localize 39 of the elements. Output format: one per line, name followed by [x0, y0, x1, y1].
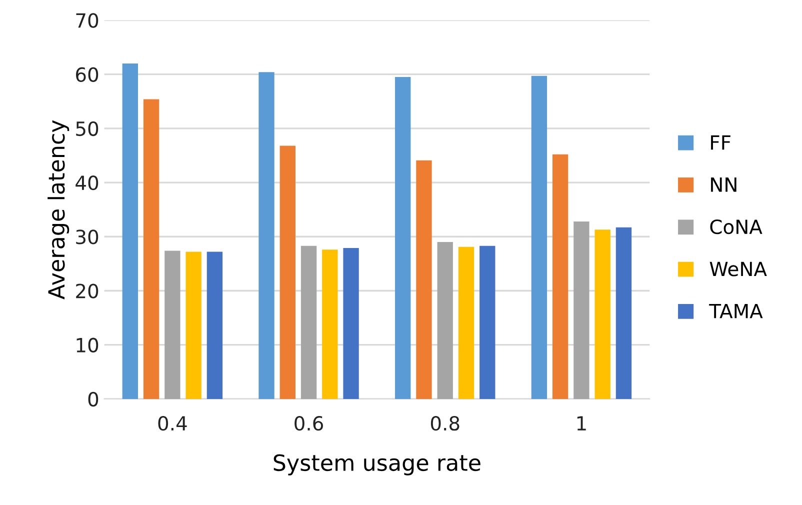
bar [480, 246, 496, 399]
legend-label: TAMA [709, 304, 763, 318]
bar [322, 250, 338, 399]
y-tick-label: 70 [76, 13, 98, 28]
y-tick-label: 60 [76, 67, 98, 82]
bar [552, 154, 568, 399]
y-tick-label: 50 [76, 121, 98, 136]
legend-label: FF [711, 135, 730, 150]
y-tick-label: 0 [88, 392, 98, 407]
bar [395, 77, 411, 399]
bar [458, 246, 474, 399]
bar [164, 250, 180, 399]
legend-label: WeNA [710, 262, 767, 276]
bar [143, 99, 160, 399]
y-tick-label: 30 [76, 230, 98, 244]
y-axis-title: Average latency [48, 120, 70, 300]
bar [206, 252, 223, 399]
x-tick-label: 1 [577, 416, 586, 430]
x-axis-title: System usage rate [274, 454, 480, 476]
legend-label: CoNA [710, 219, 762, 234]
bar [300, 246, 317, 399]
x-tick-label: 0.8 [430, 416, 460, 431]
y-tick-label: 40 [76, 175, 98, 190]
bar [574, 221, 590, 399]
bar [186, 252, 202, 399]
bar [122, 63, 138, 399]
bar [616, 227, 632, 399]
bar [280, 146, 296, 399]
y-tick-label: 20 [76, 284, 98, 298]
bar [416, 160, 432, 399]
y-tick-label: 10 [76, 338, 98, 353]
bar [594, 230, 610, 399]
bar [437, 242, 453, 399]
bar [258, 72, 274, 399]
x-tick-label: 0.4 [158, 416, 187, 431]
legend-label: NN [711, 178, 736, 192]
bar [531, 76, 548, 399]
x-tick-label: 0.6 [294, 416, 324, 431]
bar [343, 248, 359, 399]
